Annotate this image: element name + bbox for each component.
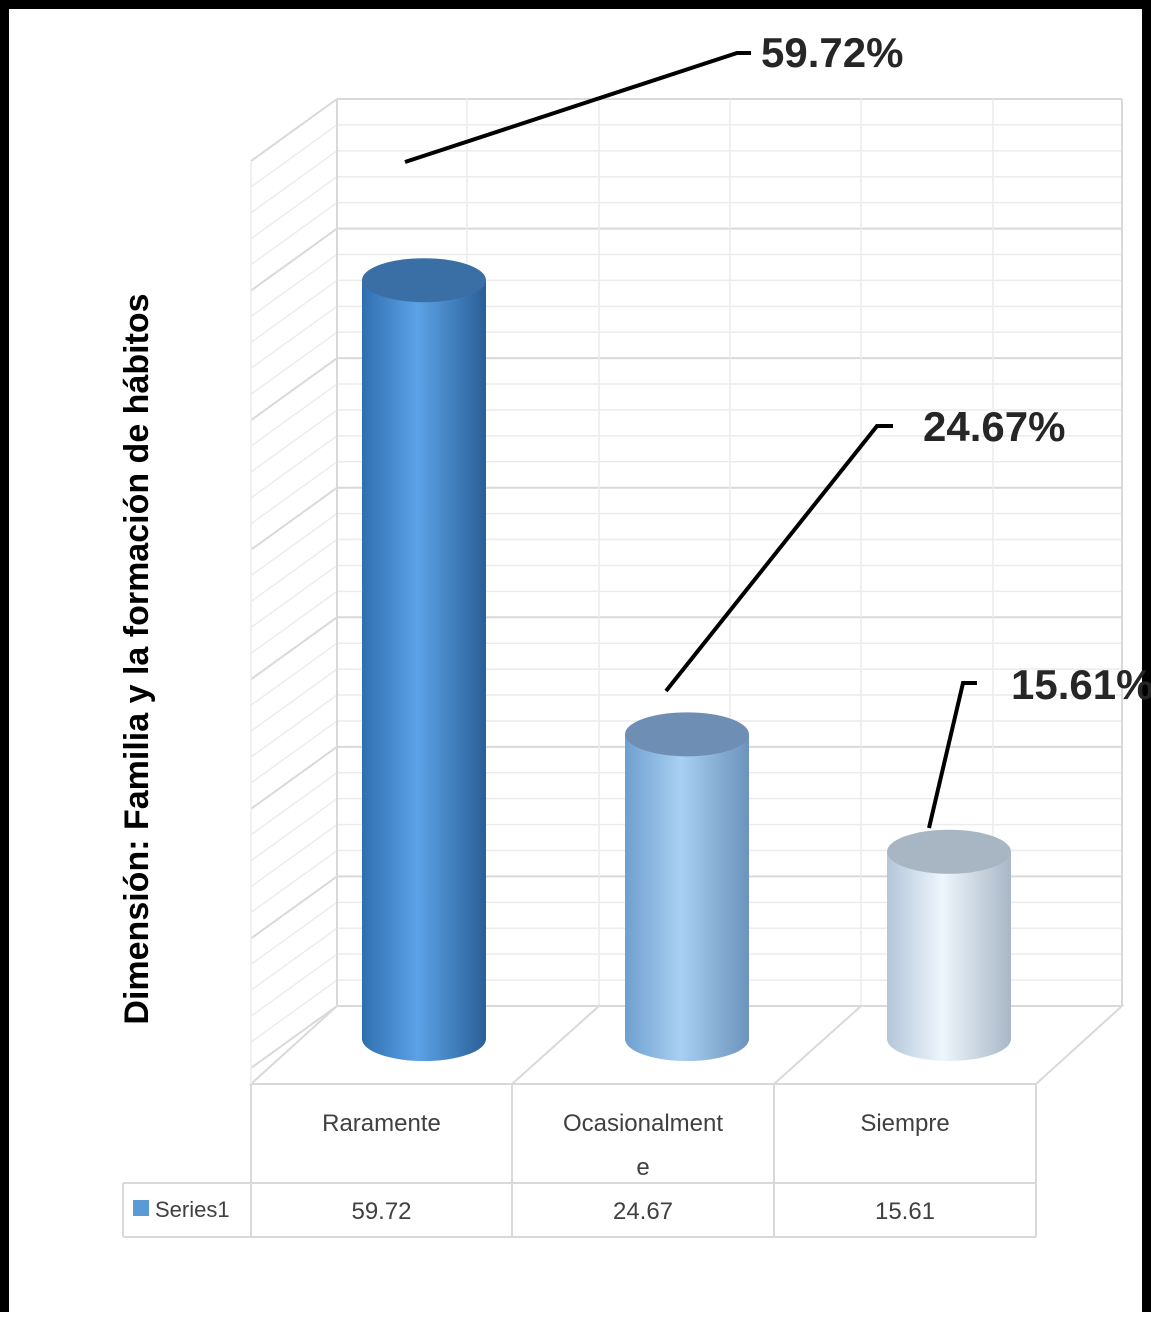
data-label: 24.67% [923, 403, 1065, 450]
data-label: 59.72% [761, 29, 903, 76]
side-gridline [250, 227, 338, 292]
data-table: Raramente Ocasionalment e Siempre 59.72 24.67… [122, 1084, 1037, 1238]
side-gridline [250, 279, 338, 344]
category-label: Raramente [322, 1110, 441, 1137]
leader-line [927, 681, 977, 829]
bar-top [887, 829, 1011, 874]
side-gridline [250, 927, 338, 991]
side-gridline [250, 98, 338, 162]
side-gridline [250, 409, 338, 473]
side-gridline [250, 668, 338, 732]
bar-body [887, 851, 1011, 1061]
data-label: 15.61% [1011, 661, 1151, 708]
category-label: Ocasionalment [563, 1110, 723, 1137]
category-label: e [636, 1154, 649, 1181]
side-gridline [250, 150, 338, 214]
side-gridline [250, 513, 338, 577]
side-gridline [250, 305, 338, 369]
bar-top [625, 712, 749, 757]
bar-body [625, 734, 749, 1061]
side-gridline [250, 202, 338, 266]
bar-ocasionalmente [625, 712, 749, 1061]
bars-layer [362, 258, 1011, 1061]
table-value: 59.72 [351, 1198, 411, 1225]
leader-line [664, 424, 893, 693]
floor-divider [773, 1005, 862, 1085]
side-gridline [250, 176, 338, 240]
y-axis-title: Dimensión: Familia y la formación de háb… [118, 293, 156, 1024]
side-gridline [250, 590, 338, 654]
side-gridline [250, 564, 338, 629]
side-gridline [250, 538, 338, 603]
table-value: 15.61 [875, 1198, 935, 1225]
side-gridline [250, 124, 338, 188]
bar-body [362, 280, 486, 1061]
side-gridline [250, 435, 338, 499]
side-gridline [250, 253, 338, 318]
data-labels-layer: 59.72% 24.67% 15.61% [404, 29, 1151, 829]
side-gridline [250, 849, 338, 914]
chart-svg: 59.72% 24.67% 15.61% Raramente Ocasionalmen… [118, 29, 1151, 1238]
side-gridline [250, 486, 338, 551]
side-gridline [250, 642, 338, 706]
side-gridline [250, 953, 338, 1017]
floor-divider [511, 1005, 600, 1085]
side-gridline [250, 694, 338, 758]
table-value: 24.67 [613, 1198, 673, 1225]
side-gridline [250, 798, 338, 862]
side-gridline [250, 979, 338, 1043]
side-gridline [250, 357, 338, 421]
legend-series-name: Series1 [155, 1197, 230, 1222]
side-gridline [250, 746, 338, 810]
bar-raramente [362, 258, 486, 1061]
side-gridline [250, 720, 338, 784]
side-gridline [250, 383, 338, 447]
side-gridline [250, 461, 338, 525]
side-gridline [250, 1005, 338, 1069]
bar-siempre [887, 829, 1011, 1061]
side-gridline [250, 901, 338, 965]
leader-line [404, 51, 751, 164]
side-gridline [250, 772, 338, 836]
legend-swatch [133, 1200, 149, 1216]
side-gridline [250, 875, 338, 940]
side-gridline [250, 331, 338, 395]
side-gridline [250, 616, 338, 681]
category-label: Siempre [860, 1110, 949, 1137]
bar-top [362, 258, 486, 303]
side-gridline [250, 823, 338, 888]
